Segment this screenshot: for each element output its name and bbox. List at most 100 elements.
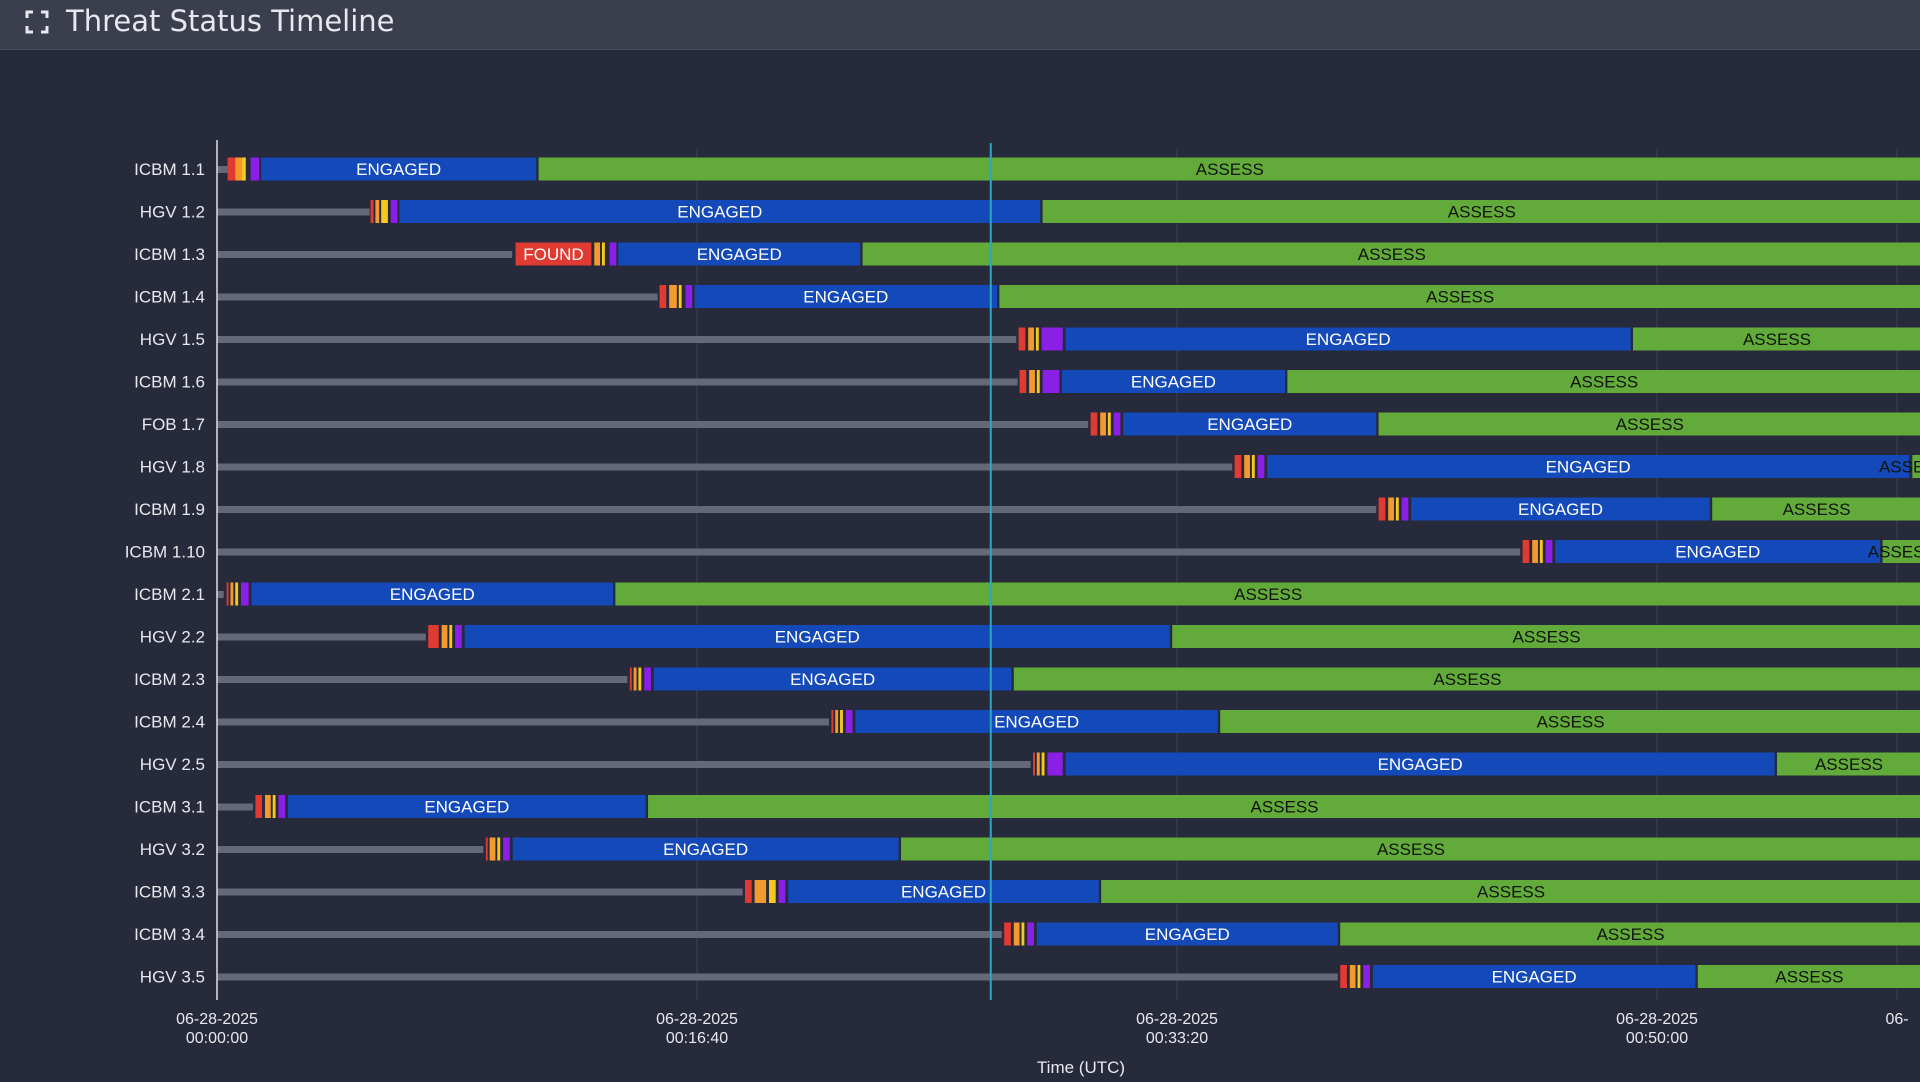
x-axis-title: Time (UTC) — [1037, 1058, 1125, 1077]
row-label: ICBM 1.4 — [134, 288, 205, 307]
red-bar — [659, 285, 667, 308]
pending-bar — [217, 931, 1002, 938]
pending-bar — [217, 251, 513, 258]
engaged-label: ENGAGED — [775, 628, 860, 647]
yellow-bar — [235, 582, 239, 606]
assess-bar — [1633, 327, 1920, 351]
row-label: HGV 1.2 — [140, 203, 205, 222]
pending-bar — [217, 633, 426, 641]
assess-label: ASSESS — [1815, 755, 1883, 774]
row-label: FOB 1.7 — [142, 415, 205, 434]
assess-label: ASSESS — [1616, 415, 1684, 434]
timeline-row: HGV 1.8 ENGAGED ASSESS — [140, 455, 1920, 478]
x-tick-label: 06-28-2025 — [1616, 1011, 1698, 1028]
engaged-bar — [694, 285, 997, 308]
yellow-bar — [840, 710, 843, 733]
engaged-bar — [1065, 752, 1775, 776]
purple-bar — [278, 795, 286, 818]
engaged-label: ENGAGED — [1306, 330, 1391, 349]
yellow-bar — [241, 157, 246, 181]
engaged-label: ENGAGED — [663, 840, 748, 859]
timeline-row: ICBM 2.3 ENGAGED ASSESS — [134, 667, 1920, 691]
red-bar — [227, 157, 236, 181]
orange-bar — [375, 200, 380, 223]
engaged-label: ENGAGED — [901, 883, 986, 902]
timeline-row: ICBM 1.1 ENGAGED ASSESS — [134, 157, 1920, 181]
purple-bar — [845, 710, 853, 733]
timeline-row: ICBM 2.4 ENGAGED ASSESS — [134, 710, 1920, 733]
engaged-bar — [618, 242, 861, 266]
engaged-label: ENGAGED — [803, 288, 888, 307]
assess-bar — [1172, 625, 1920, 648]
engaged-label: ENGAGED — [677, 203, 762, 222]
expand-icon[interactable] — [25, 10, 49, 34]
yellow-bar — [449, 625, 453, 648]
red-bar — [226, 582, 229, 606]
engaged-bar — [653, 667, 1012, 691]
engaged-label: ENGAGED — [1131, 373, 1216, 392]
red-bar — [629, 667, 632, 691]
assess-bar — [1882, 540, 1920, 563]
row-label: ICBM 3.1 — [134, 798, 205, 817]
yellow-bar — [381, 200, 388, 223]
orange-bar — [633, 667, 637, 691]
orange-bar — [1013, 922, 1020, 946]
orange-bar — [489, 837, 496, 861]
red-bar — [745, 880, 752, 903]
assess-bar — [538, 157, 1920, 181]
assess-label: ASSESS — [1250, 798, 1318, 817]
engaged-bar — [1036, 922, 1338, 946]
page-title: Threat Status Timeline — [66, 4, 395, 38]
engaged-bar — [288, 795, 646, 818]
red-bar — [370, 200, 374, 223]
row-label: HGV 3.2 — [140, 840, 205, 859]
assess-label: ASSESS — [1570, 373, 1638, 392]
purple-bar — [1257, 455, 1265, 478]
purple-bar — [455, 625, 462, 648]
pending-bar — [217, 463, 1233, 471]
assess-label: ASSESS — [1433, 670, 1501, 689]
yellow-bar — [678, 285, 682, 308]
x-tick-label: 06- — [1885, 1011, 1908, 1028]
orange-bar — [1388, 497, 1394, 521]
orange-bar — [1029, 370, 1035, 393]
assess-label: ASSESS — [1377, 840, 1445, 859]
pending-bar — [217, 208, 370, 216]
purple-bar — [1042, 370, 1060, 393]
engaged-bar — [1267, 455, 1909, 478]
pending-bar — [217, 803, 253, 811]
row-label: HGV 2.5 — [140, 755, 205, 774]
assess-label: ASSESS — [1597, 925, 1665, 944]
purple-bar — [1041, 327, 1063, 351]
red-bar — [1090, 412, 1098, 436]
pending-bar — [217, 591, 224, 598]
orange-bar — [230, 582, 234, 606]
panel-header: Threat Status Timeline — [0, 0, 1920, 50]
timeline-row: HGV 1.5 ENGAGED ASSESS — [140, 327, 1920, 351]
assess-bar — [1042, 200, 1920, 223]
row-label: ICBM 1.1 — [134, 160, 205, 179]
row-label: ICBM 2.4 — [134, 713, 205, 732]
timeline-row: ICBM 1.4 ENGAGED ASSESS — [134, 285, 1920, 308]
engaged-label: ENGAGED — [1675, 543, 1760, 562]
red-bar — [831, 710, 834, 733]
assess-bar — [1712, 497, 1920, 521]
orange-bar — [1028, 327, 1034, 351]
assess-bar — [1101, 880, 1920, 903]
pending-bar — [217, 548, 1521, 556]
engaged-label: ENGAGED — [1378, 755, 1463, 774]
x-tick-label: 00:50:00 — [1626, 1030, 1688, 1047]
assess-label: ASSESS — [1234, 585, 1302, 604]
engaged-label: ENGAGED — [1145, 925, 1230, 944]
engaged-bar — [855, 710, 1218, 733]
assess-label: ASSESS — [1513, 628, 1581, 647]
x-tick-label: 06-28-2025 — [1136, 1011, 1218, 1028]
timeline-row: HGV 3.2 ENGAGED ASSESS — [140, 837, 1920, 861]
pending-bar — [217, 973, 1338, 981]
assess-label: ASSESS — [1477, 883, 1545, 902]
orange-bar — [1349, 965, 1356, 988]
purple-bar — [1113, 412, 1121, 436]
row-label: HGV 3.5 — [140, 968, 205, 987]
engaged-label: ENGAGED — [790, 670, 875, 689]
assess-bar — [648, 795, 1920, 818]
